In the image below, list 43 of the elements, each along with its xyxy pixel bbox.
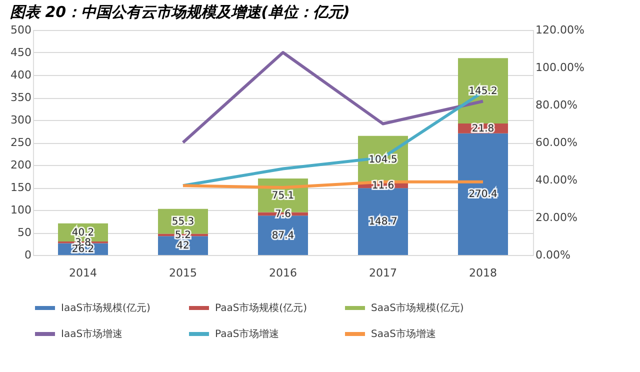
bar <box>458 133 508 255</box>
data-label: 75.1 <box>272 190 294 202</box>
y2-tick-label: 80.00% <box>536 98 578 112</box>
y-tick-label: 0 <box>24 248 32 262</box>
chart-title: 图表 20：中国公有云市场规模及增速(单位：亿元) <box>10 3 350 21</box>
legend-label: IaaS市场规模(亿元) <box>61 302 150 314</box>
data-label: 40.2 <box>72 227 94 238</box>
y-tick-label: 50 <box>18 226 32 239</box>
y2-tick-label: 60.00% <box>536 136 578 149</box>
y2-tick-label: 20.00% <box>536 211 578 224</box>
y2-tick-label: 120.00% <box>536 24 584 36</box>
y-tick-label: 500 <box>10 24 32 36</box>
y-tick-label: 150 <box>10 181 32 194</box>
data-label: 55.3 <box>172 216 194 228</box>
legend-label: IaaS市场增速 <box>61 328 123 340</box>
data-label: 87.4 <box>272 230 294 242</box>
y2-tick-label: 40.00% <box>536 174 578 186</box>
data-label: 145.2 <box>468 86 498 97</box>
y-tick-label: 300 <box>10 114 32 126</box>
legend-label: SaaS市场增速 <box>371 328 436 340</box>
y-tick-label: 450 <box>10 46 32 59</box>
x-tick-label: 2018 <box>469 266 497 280</box>
y-tick-label: 100 <box>10 204 32 216</box>
y-tick-label: 350 <box>10 91 32 104</box>
legend-label: SaaS市场规模(亿元) <box>371 302 464 314</box>
x-tick-label: 2014 <box>69 266 97 280</box>
y-tick-label: 200 <box>10 158 32 172</box>
legend-label: PaaS市场增速 <box>215 328 280 340</box>
y2-tick-label: 0.00% <box>536 248 570 262</box>
bar <box>358 188 408 255</box>
data-label: 42 <box>176 240 190 252</box>
x-tick-label: 2016 <box>269 266 297 280</box>
data-label: 148.7 <box>368 216 398 228</box>
data-label: 21.8 <box>472 123 494 134</box>
x-tick-label: 2017 <box>369 266 397 280</box>
x-tick-label: 2015 <box>169 266 197 280</box>
y2-tick-label: 100.00% <box>536 61 584 74</box>
data-label: 270.4 <box>468 189 498 200</box>
y-tick-label: 400 <box>10 68 32 82</box>
y-tick-label: 250 <box>10 136 32 149</box>
data-label: 104.5 <box>368 154 398 166</box>
legend-label: PaaS市场规模(亿元) <box>215 302 308 314</box>
data-label: 26.2 <box>72 244 94 256</box>
